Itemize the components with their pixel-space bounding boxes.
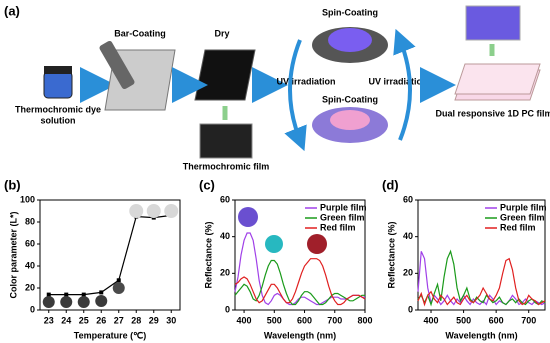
data-point [46,292,51,297]
label: Thermochromic dye [15,104,101,114]
label: Spin-Coating [322,94,378,104]
y-tick-label: 60 [220,194,230,204]
label: UV irradiation [276,76,335,86]
y-tick-label: 0 [225,304,230,314]
x-tick-label: 28 [131,315,141,325]
series-line [234,258,366,306]
panel-label: (d) [382,177,399,192]
legend-label: Purple film [320,202,367,212]
y-tick-label: 0 [408,304,413,314]
y-axis-label: Color parameter (L*) [8,211,18,298]
panel-label: (c) [199,177,215,192]
x-tick-label: 500 [456,315,471,325]
pc-film [454,63,541,95]
y-axis-label: Reflectance (%) [203,221,213,288]
y-tick-label: 20 [403,268,413,278]
series-line [417,257,546,307]
series-line [234,259,365,306]
data-point [81,292,86,297]
data-point [64,292,69,297]
y-tick-label: 40 [403,231,413,241]
sample-swatch [77,296,90,308]
label: Spin-Coating [322,7,378,17]
x-tick-label: 400 [424,315,439,325]
legend-label: Purple film [500,202,547,212]
x-tick-label: 29 [149,315,159,325]
x-tick-label: 30 [166,315,176,325]
bar [99,40,135,90]
label: UV irradiation [368,76,427,86]
y-tick-label: 0 [30,304,35,314]
panel-a: (a) Thermochromic dye solution Bar-Coati… [4,3,550,171]
y-tick-label: 60 [403,194,413,204]
film-image [465,5,521,41]
sample-swatch [307,234,327,254]
x-axis-label: Wavelength (nm) [264,330,336,340]
y-tick-label: 80 [25,216,35,226]
series-line [48,214,172,296]
y-tick-label: 40 [25,260,35,270]
x-tick-label: 800 [357,315,372,325]
x-tick-label: 24 [61,315,71,325]
series-line [417,251,546,306]
y-axis-label: Reflectance (%) [386,221,396,288]
data-point [116,278,121,283]
swatches [42,204,327,308]
cycle-arrow [284,39,307,152]
panel-label: (a) [4,3,20,18]
wafer [330,110,370,130]
x-tick-label: 500 [267,315,282,325]
x-tick-label: 400 [237,315,252,325]
wafer [328,28,372,52]
y-tick-label: 60 [25,238,35,248]
sample-swatch [60,296,73,308]
y-tick-label: 100 [20,194,35,204]
plot-frame [39,199,181,311]
beaker [43,71,73,99]
x-axis-label: Temperature (℃) [74,330,146,340]
film-image [199,123,253,159]
x-tick-label: 27 [114,315,124,325]
panel-label: (b) [4,177,21,192]
x-tick-label: 25 [79,315,89,325]
label: Dual responsive 1D PC film [435,108,550,118]
legend-label: Red film [320,222,356,232]
plot-frame [234,199,366,311]
sample-swatch [265,235,283,253]
y-tick-label: 40 [220,231,230,241]
label: Dry [214,28,229,38]
dry-film [194,49,256,101]
sample-swatch [112,282,125,294]
sample-swatch [42,296,55,308]
label: Bar-Coating [114,28,166,38]
data-point [99,290,104,295]
x-tick-label: 600 [489,315,504,325]
y-tick-label: 20 [220,268,230,278]
x-tick-label: 700 [521,315,536,325]
legend-label: Green film [500,212,545,222]
label: solution [41,115,76,125]
label: Thermochromic film [183,161,270,171]
x-axis-label: Wavelength (nm) [445,330,517,340]
legend-label: Red film [500,222,536,232]
sample-swatch [238,207,258,227]
series-line [417,249,546,307]
plot-frame [417,199,546,311]
x-tick-label: 700 [327,315,342,325]
y-tick-label: 20 [25,282,35,292]
beaker-cap [44,66,72,74]
x-tick-label: 26 [96,315,106,325]
x-tick-label: 600 [297,315,312,325]
sample-swatch [164,204,179,218]
legend-label: Green film [320,212,365,222]
sample-swatch [146,204,161,218]
x-tick-label: 23 [44,315,54,325]
cycle-arrow [393,28,416,141]
sample-swatch [129,204,144,218]
sample-swatch [95,295,108,307]
